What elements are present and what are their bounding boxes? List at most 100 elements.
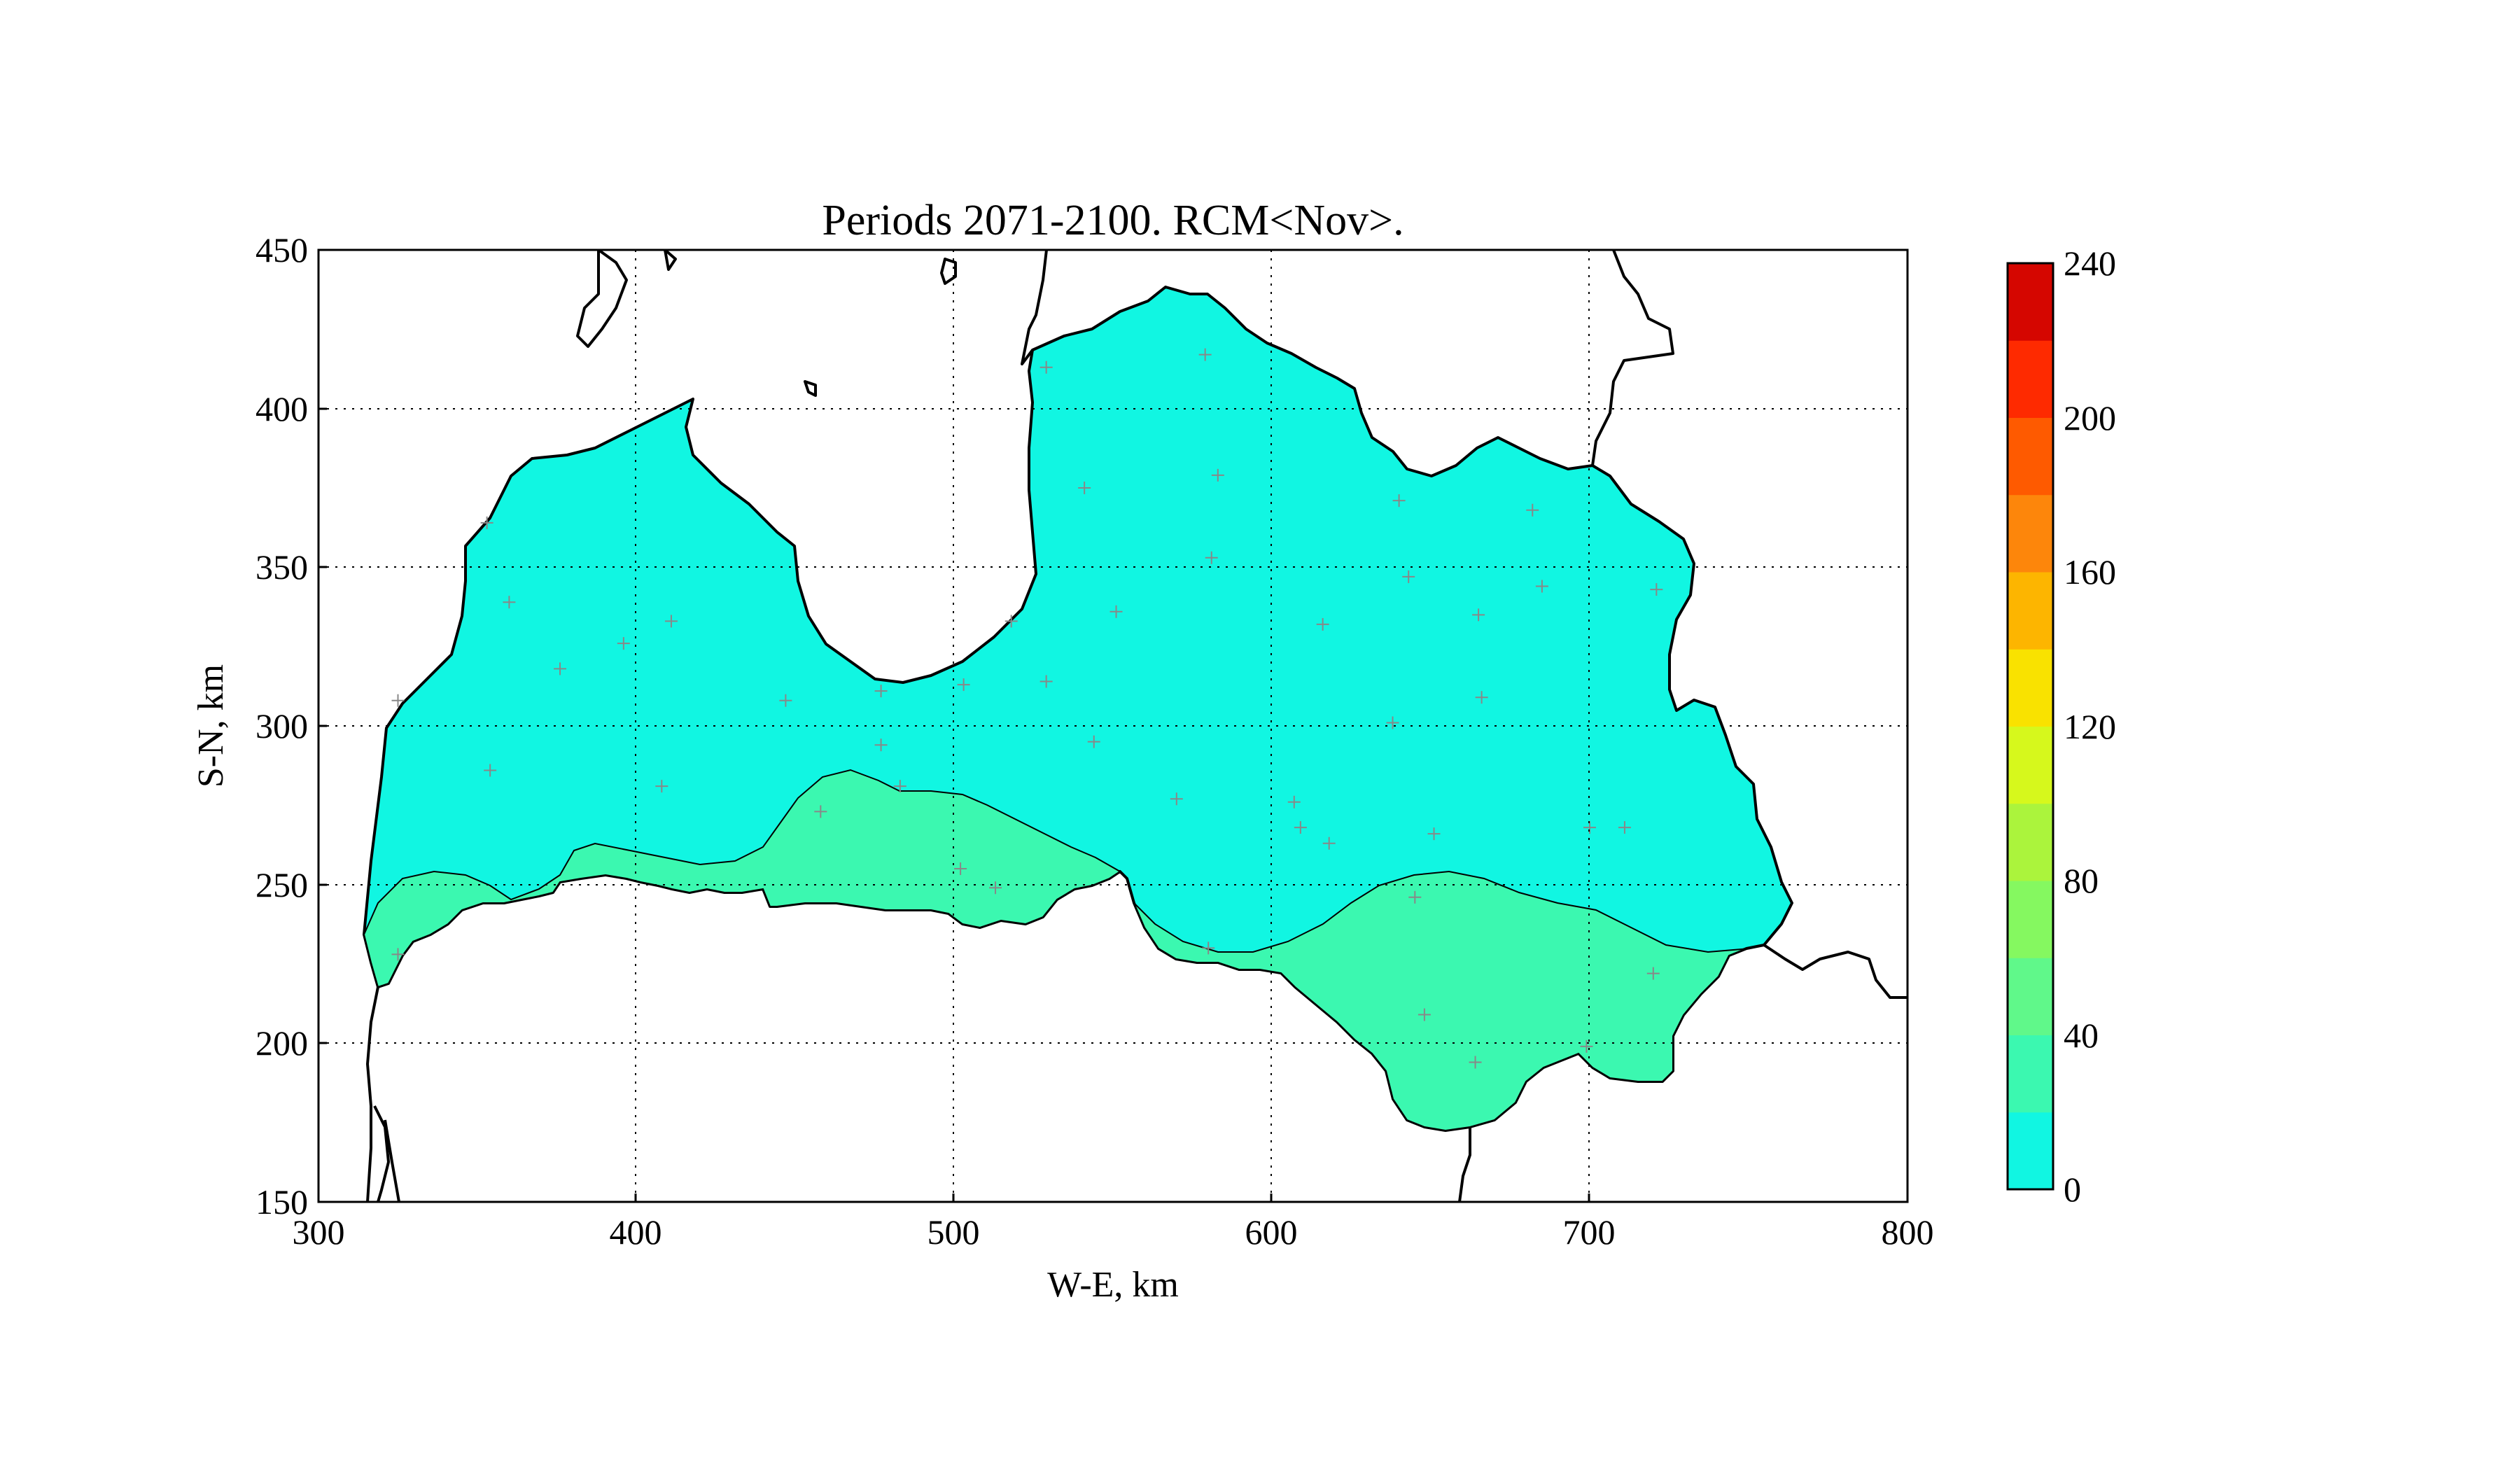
y-tick-label: 400 [255,389,308,428]
ruhnu-island [940,258,957,285]
plot-area [317,248,1909,1203]
station-marker [484,764,497,777]
station-marker [893,780,906,793]
x-tick-label: 700 [1563,1212,1616,1252]
station-marker [655,780,668,793]
colorbar-tick-label: 0 [2064,1170,2081,1209]
station-marker [1170,792,1183,806]
station-marker [874,738,888,752]
station-marker [1110,605,1123,618]
x-tick-label: 500 [927,1212,980,1252]
colorbar-tick-labels: 0 40 80 120 160 200 240 [2064,244,2116,1209]
colorbar-band [2008,417,2053,496]
station-marker [1386,716,1399,729]
colorbar-frame [2006,262,2054,1191]
station-marker [1583,821,1596,834]
colorbar-band [2008,958,2053,1035]
x-axis-label: W-E, km [1047,1265,1179,1305]
colorbar-band [2008,494,2053,573]
station-marker [1402,570,1415,583]
contour-fills [363,286,1793,1132]
y-ticks [318,407,327,1044]
y-tick-label: 450 [255,230,308,270]
station-marker [1004,615,1018,628]
colorbar-bands [2008,263,2053,1190]
band-20-40-west [363,769,1121,988]
station-marker [1040,675,1053,688]
x-ticks [317,1194,1909,1202]
colorbar-band [2008,726,2053,804]
station-marker [1040,360,1053,374]
station-marker [391,694,405,707]
curonian-spit [366,986,379,1202]
x-tick-label: 600 [1245,1212,1298,1252]
colorbar-tick-label: 240 [2064,244,2116,283]
station-marker [1535,580,1548,593]
station-marker [1526,503,1539,517]
colorbar-band [2008,263,2053,341]
colorbar-tick-label: 40 [2064,1016,2099,1055]
belarus-border [1763,944,1907,999]
y-tick-label: 200 [255,1023,308,1063]
station-marker [1316,617,1329,631]
station-marker [554,662,567,676]
station-marker [391,948,405,961]
station-marker [1580,1040,1593,1053]
curonian-lagoon [373,1105,390,1202]
station-marker [954,862,967,875]
station-marker [1408,890,1422,904]
station-marker [1646,967,1660,980]
colorbar-band [2008,881,2053,958]
y-axis-label: S-N, km [191,664,231,788]
colorbar-band [2008,803,2053,881]
colorbar-band [2008,1035,2053,1113]
y-tick-label: 250 [255,865,308,904]
station-marker [814,805,827,818]
station-marker [1469,1056,1482,1069]
colorbar-band [2008,340,2053,418]
station-marker [617,637,630,650]
station-marker [480,516,493,529]
station-marker [1211,468,1224,482]
station-marker [1287,795,1301,808]
station-markers [391,348,1663,1069]
coast-inner [384,1119,400,1202]
station-marker [1322,836,1336,850]
station-marker [1472,608,1485,622]
station-marker [503,596,516,609]
station-marker [1618,821,1631,834]
x-tick-labels: 300 400 500 600 700 800 [293,1212,1934,1252]
colorbar-band [2008,1112,2053,1190]
estonia-border [1021,250,1048,365]
station-marker [1202,941,1215,955]
colorbar-tick-label: 160 [2064,552,2116,592]
station-marker [1078,482,1091,494]
russia-border [1591,250,1674,466]
station-marker [1427,827,1441,841]
x-tick-label: 800 [1882,1212,1934,1252]
x-tick-label: 400 [610,1212,662,1252]
lithuania-border [1458,1127,1471,1202]
chart-title: Periods 2071-2100. RCM<Nov>. [822,197,1404,244]
hiiumaa-island [664,250,677,271]
colorbar-tick-label: 200 [2064,398,2116,438]
station-marker [874,685,888,698]
station-marker [1418,1008,1431,1021]
station-marker [1087,735,1100,748]
station-marker [1198,348,1212,361]
colorbar: 0 40 80 120 160 200 240 [2006,244,2116,1209]
colorbar-tick-label: 80 [2064,861,2099,900]
station-marker [989,881,1002,895]
colorbar-band [2008,572,2053,650]
band-20-40-east [1133,870,1765,1132]
station-marker [1392,494,1406,507]
station-marker [1475,691,1488,704]
y-tick-label: 300 [255,706,308,746]
saaremaa-island [576,250,628,348]
colorbar-band [2008,649,2053,727]
colorbar-tick-label: 120 [2064,707,2116,746]
station-marker [1205,551,1218,564]
y-tick-label: 350 [255,547,308,587]
station-marker [957,678,970,692]
